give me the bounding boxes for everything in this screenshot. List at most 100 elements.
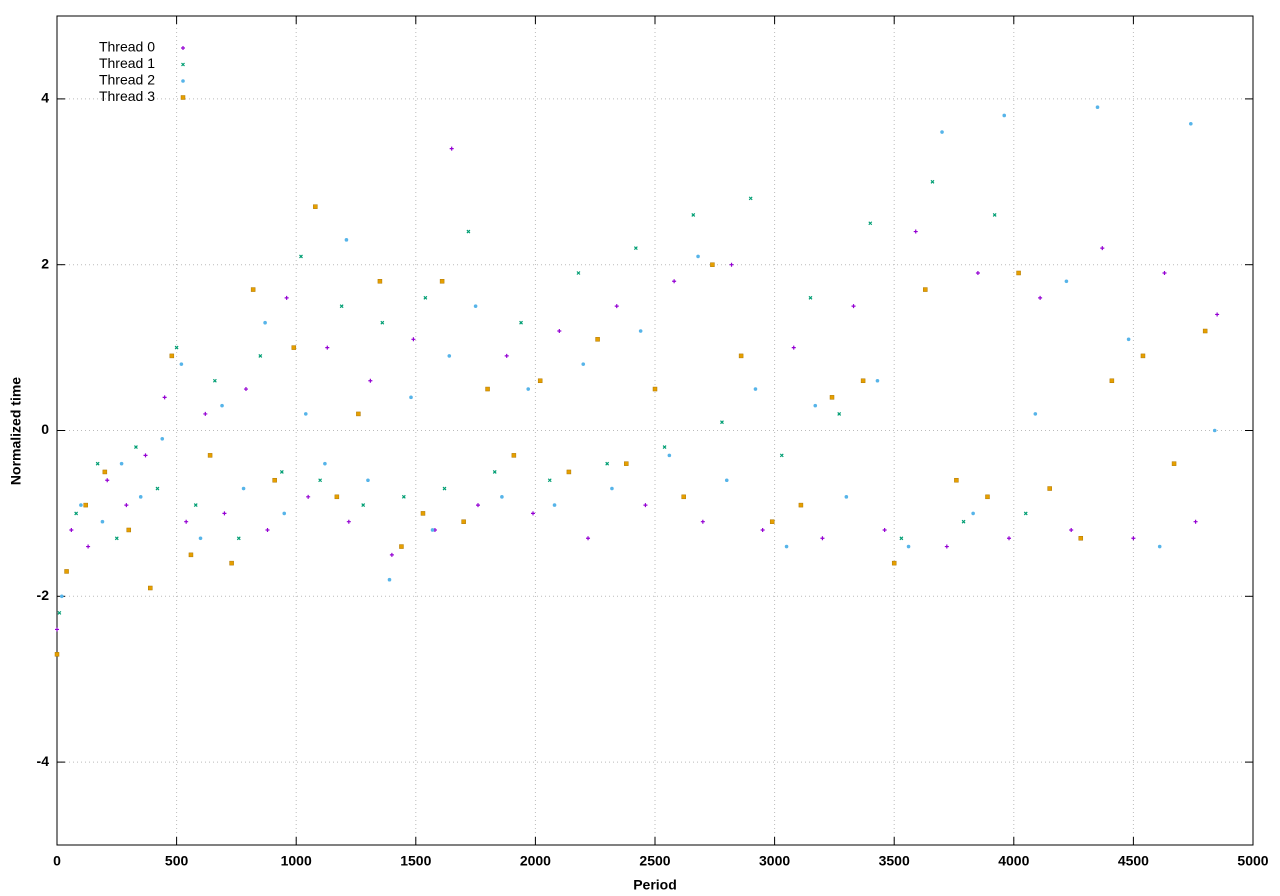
point bbox=[420, 511, 426, 516]
point bbox=[696, 254, 700, 259]
point bbox=[79, 503, 83, 507]
point bbox=[193, 503, 198, 508]
point bbox=[738, 353, 744, 359]
point bbox=[940, 130, 944, 134]
x-tick-label: 1500 bbox=[400, 853, 431, 869]
point bbox=[291, 345, 297, 350]
point bbox=[1212, 428, 1217, 433]
legend-marker bbox=[180, 95, 186, 100]
point bbox=[449, 146, 454, 151]
point bbox=[368, 378, 373, 383]
point bbox=[576, 271, 581, 275]
point bbox=[1038, 295, 1043, 300]
point bbox=[652, 386, 658, 392]
point bbox=[829, 395, 835, 400]
point bbox=[1023, 511, 1028, 516]
point bbox=[547, 478, 552, 483]
point bbox=[265, 527, 270, 532]
point bbox=[552, 503, 557, 507]
point bbox=[361, 503, 366, 508]
point bbox=[356, 411, 361, 417]
point bbox=[1157, 544, 1162, 549]
point bbox=[207, 453, 213, 458]
point bbox=[162, 395, 167, 400]
point bbox=[203, 411, 208, 416]
point bbox=[272, 477, 277, 483]
point bbox=[1193, 519, 1198, 524]
point bbox=[769, 519, 775, 524]
point bbox=[447, 354, 452, 358]
point bbox=[1095, 105, 1100, 109]
point bbox=[860, 378, 866, 384]
point bbox=[971, 511, 975, 516]
point bbox=[882, 527, 887, 532]
point bbox=[791, 345, 796, 350]
point bbox=[1033, 412, 1038, 416]
point bbox=[1064, 279, 1069, 284]
point bbox=[662, 445, 667, 450]
x-tick-label: 0 bbox=[53, 853, 61, 869]
point bbox=[174, 345, 179, 350]
legend-marker bbox=[181, 46, 185, 50]
point bbox=[222, 511, 227, 516]
point bbox=[923, 287, 928, 292]
point bbox=[913, 229, 918, 234]
point bbox=[325, 345, 330, 350]
point bbox=[944, 544, 949, 549]
point bbox=[624, 461, 629, 466]
point bbox=[100, 519, 105, 524]
point bbox=[188, 552, 194, 558]
y-axis-label: Normalized time bbox=[8, 377, 24, 485]
point bbox=[899, 536, 904, 541]
point bbox=[86, 544, 91, 549]
point bbox=[377, 279, 383, 284]
point bbox=[169, 353, 175, 359]
point bbox=[961, 519, 966, 524]
point bbox=[504, 353, 509, 358]
point bbox=[1202, 328, 1208, 334]
point bbox=[401, 494, 406, 499]
point bbox=[724, 478, 729, 483]
point bbox=[442, 486, 447, 491]
point bbox=[344, 238, 349, 242]
point bbox=[83, 502, 88, 508]
point bbox=[69, 527, 74, 532]
point bbox=[423, 295, 428, 300]
point bbox=[691, 213, 696, 217]
point bbox=[851, 304, 856, 309]
point bbox=[581, 362, 586, 366]
point bbox=[155, 486, 160, 491]
point bbox=[1131, 536, 1136, 541]
point bbox=[258, 353, 263, 358]
point bbox=[511, 453, 517, 458]
point bbox=[633, 246, 638, 251]
plot-frame bbox=[56, 15, 1254, 846]
point bbox=[323, 461, 327, 466]
point bbox=[313, 204, 318, 209]
point bbox=[475, 503, 480, 508]
point bbox=[992, 213, 997, 217]
point bbox=[875, 378, 880, 383]
point bbox=[184, 519, 189, 524]
point bbox=[1140, 353, 1146, 359]
point bbox=[114, 536, 119, 541]
point bbox=[282, 511, 287, 516]
point bbox=[339, 304, 344, 309]
point bbox=[537, 378, 543, 384]
point bbox=[638, 329, 643, 333]
point bbox=[124, 503, 129, 508]
point bbox=[837, 411, 842, 416]
point bbox=[105, 478, 110, 483]
point bbox=[813, 403, 818, 408]
point bbox=[930, 179, 935, 184]
point bbox=[57, 610, 62, 615]
point bbox=[389, 552, 394, 557]
point bbox=[64, 569, 69, 574]
point bbox=[975, 270, 980, 275]
point bbox=[466, 229, 471, 234]
point bbox=[250, 287, 256, 292]
point bbox=[1100, 246, 1105, 251]
point bbox=[409, 395, 413, 400]
point bbox=[212, 378, 217, 383]
